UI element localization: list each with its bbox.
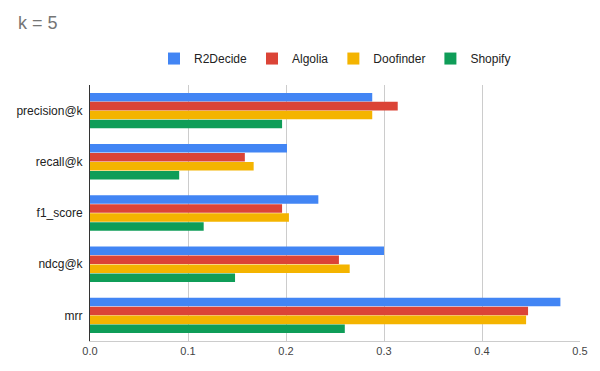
svg-text:R2Decide: R2Decide <box>194 52 247 66</box>
svg-text:0.4: 0.4 <box>474 345 489 357</box>
svg-text:mrr: mrr <box>65 309 83 323</box>
svg-text:0.1: 0.1 <box>180 345 195 357</box>
svg-text:0.2: 0.2 <box>278 345 293 357</box>
svg-text:Doofinder: Doofinder <box>373 52 425 66</box>
svg-text:recall@k: recall@k <box>36 155 84 169</box>
svg-text:0.3: 0.3 <box>376 345 391 357</box>
svg-text:precision@k: precision@k <box>16 104 83 118</box>
svg-text:Shopify: Shopify <box>470 52 510 66</box>
svg-text:ndcg@k: ndcg@k <box>38 257 83 271</box>
svg-text:f1_score: f1_score <box>37 206 83 220</box>
svg-text:Algolia: Algolia <box>292 52 328 66</box>
svg-text:k = 5: k = 5 <box>18 13 58 33</box>
svg-text:0.0: 0.0 <box>82 345 97 357</box>
svg-text:0.5: 0.5 <box>572 345 587 357</box>
